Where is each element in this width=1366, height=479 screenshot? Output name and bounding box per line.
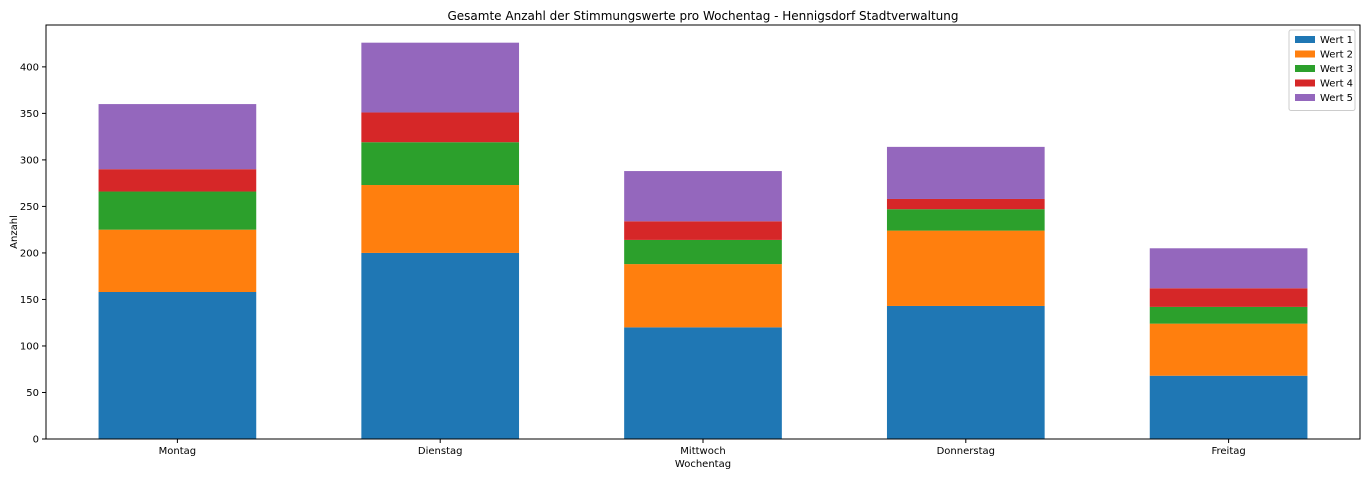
x-tick-label: Mittwoch (680, 446, 725, 457)
bar-freitag-wert-5 (1149, 248, 1308, 289)
x-tick-label: Montag (159, 446, 196, 457)
bar-mittwoch-wert-2 (624, 264, 782, 328)
y-tick-label: 100 (20, 341, 39, 352)
legend-label: Wert 1 (1320, 35, 1353, 46)
bar-montag-wert-4 (98, 169, 257, 192)
bar-mittwoch-wert-5 (624, 171, 782, 222)
x-tick-label: Donnerstag (937, 446, 995, 457)
legend-swatch (1295, 36, 1315, 43)
bar-montag-wert-3 (98, 191, 257, 230)
bar-dienstag-wert-5 (361, 42, 520, 113)
y-axis-title: Anzahl (9, 215, 20, 249)
bar-montag-wert-5 (98, 104, 257, 170)
legend-swatch (1295, 65, 1315, 72)
bar-donnerstag-wert-2 (886, 230, 1045, 306)
bar-dienstag-wert-1 (361, 252, 520, 439)
legend-swatch (1295, 94, 1315, 101)
bar-dienstag-wert-4 (361, 112, 520, 143)
legend-label: Wert 5 (1320, 93, 1353, 104)
y-tick-label: 400 (20, 62, 39, 73)
legend: Wert 1 Wert 2 Wert 3 Wert 4 Wert 5 (1288, 29, 1356, 111)
x-tick-label: Freitag (1211, 446, 1245, 457)
bar-donnerstag-wert-4 (886, 198, 1045, 210)
bar-freitag-wert-4 (1149, 288, 1308, 307)
bar-freitag-wert-1 (1149, 375, 1308, 439)
bar-dienstag-wert-3 (361, 142, 520, 186)
y-tick-label: 150 (20, 295, 39, 306)
y-tick-label: 0 (33, 435, 39, 446)
bar-donnerstag-wert-5 (886, 146, 1045, 199)
y-tick-label: 350 (20, 109, 39, 120)
y-tick-label: 250 (20, 202, 39, 213)
bar-donnerstag-wert-3 (886, 209, 1045, 231)
chart-title: Gesamte Anzahl der Stimmungswerte pro Wo… (448, 9, 959, 23)
legend-swatch (1295, 50, 1315, 58)
x-axis-title: Wochentag (675, 459, 731, 470)
bar-mittwoch-wert-3 (624, 239, 782, 265)
bar-donnerstag-wert-1 (886, 305, 1045, 439)
y-tick-label: 200 (20, 248, 39, 259)
legend-swatch (1295, 79, 1315, 87)
bar-freitag-wert-2 (1149, 323, 1308, 376)
bar-mittwoch-wert-1 (624, 327, 782, 439)
bar-freitag-wert-3 (1149, 306, 1308, 324)
bar-montag-wert-2 (98, 229, 257, 293)
legend-label: Wert 2 (1320, 50, 1353, 61)
bar-montag-wert-1 (98, 292, 257, 439)
bars (98, 42, 1308, 439)
bar-mittwoch-wert-4 (624, 221, 782, 240)
x-tick-label: Dienstag (418, 446, 463, 457)
legend-label: Wert 4 (1320, 79, 1353, 90)
y-tick-label: 300 (20, 155, 39, 166)
x-axis: Montag Dienstag Mittwoch Donnerstag Freitag (159, 439, 1246, 457)
bar-dienstag-wert-2 (361, 185, 520, 253)
y-axis: 0 50 100 150 200 250 300 350 400 (20, 62, 46, 446)
legend-box (1288, 29, 1356, 111)
legend-label: Wert 3 (1320, 64, 1353, 75)
y-tick-label: 50 (26, 388, 39, 399)
